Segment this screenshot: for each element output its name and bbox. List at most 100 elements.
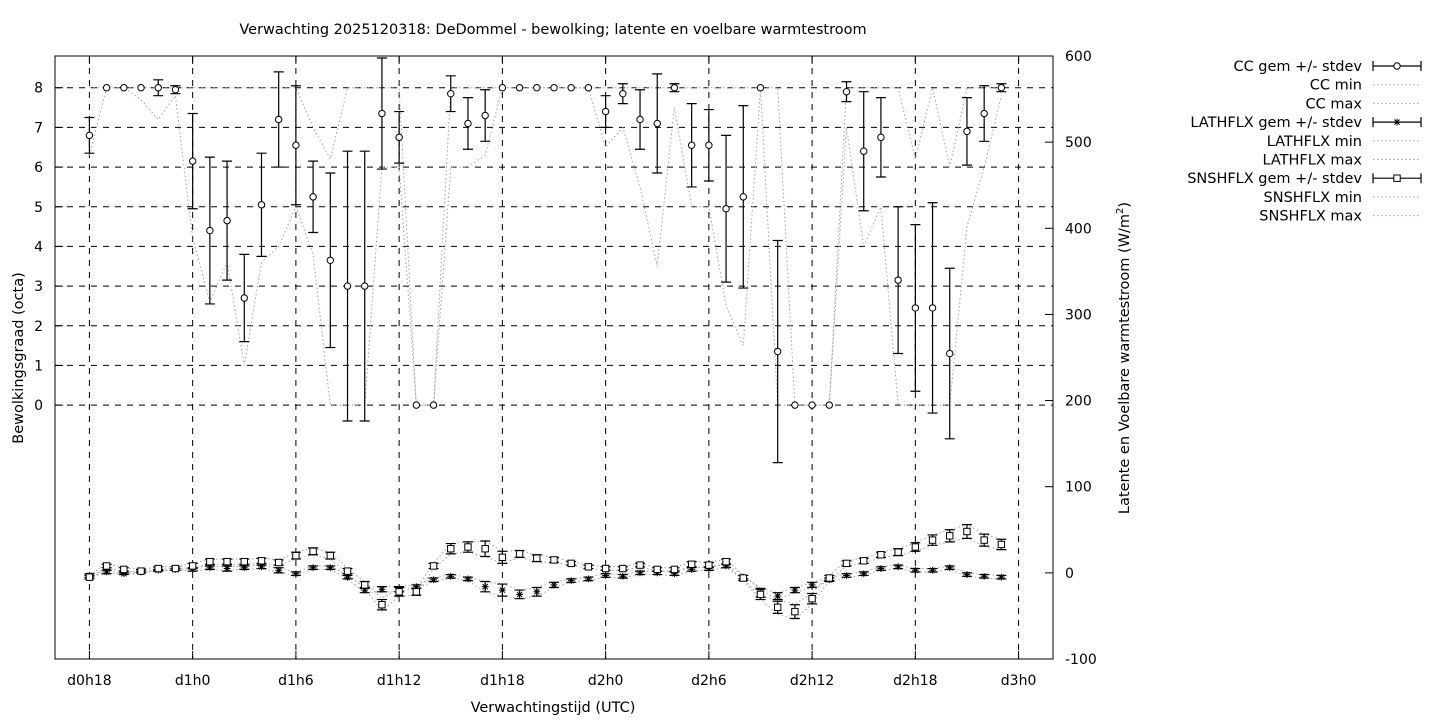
lathflx-data-point [412, 583, 420, 591]
snshflx-data-point [722, 557, 730, 566]
cc-data-point [343, 282, 352, 290]
x-tick-label: d2h0 [588, 673, 624, 689]
cc-data-point [464, 119, 472, 128]
cc-data-point [619, 89, 627, 98]
lathflx-data-point [550, 581, 558, 589]
y-axis-ticks: 0 1 2 3 4 5 6 7 8 [34, 81, 63, 414]
snshflx-data-point [791, 607, 799, 616]
cc-data-point [85, 131, 94, 140]
lathflx-data-point [309, 564, 317, 572]
legend-label: CC max [1306, 96, 1363, 112]
lathflx-data-point [791, 586, 799, 594]
cc-data-point [911, 304, 920, 312]
y-tick-label: 7 [34, 120, 43, 136]
snshflx-data-point [928, 536, 937, 544]
y2-tick-label: 400 [1065, 221, 1092, 237]
lathflx-data-point [671, 570, 678, 578]
cc-data-point [240, 294, 248, 302]
snshflx-data-point [498, 553, 507, 562]
grid-lines [55, 56, 1053, 659]
snshflx-data-point [447, 545, 455, 553]
cc-data-point [171, 86, 180, 94]
lathflx-data-point [275, 566, 283, 574]
lathflx-data-point [447, 572, 455, 580]
cc-data-point [447, 89, 455, 98]
lathflx-data-point [997, 573, 1005, 581]
y-tick-label: 0 [34, 398, 43, 414]
lathflx-data-point [963, 571, 971, 578]
snshflx-data-point [670, 565, 679, 574]
x-axis-ticks: d0h18 d1h0 d1h6 d1h12 d1h18 d2h0 d2h6 d2h12 d2h1… [67, 56, 1036, 689]
lathflx-data-point [688, 566, 696, 573]
snshflx-data-point [808, 595, 816, 603]
snshflx-data-point [963, 527, 971, 536]
y-tick-label: 8 [34, 81, 43, 97]
lathflx-data-point [120, 570, 128, 578]
legend-label: SNSHFLX max [1259, 209, 1362, 225]
cc-data-point [894, 276, 902, 284]
cc-data-point [756, 84, 765, 92]
cc-data-point [378, 109, 386, 118]
y2-tick-label: 100 [1065, 480, 1092, 496]
x-tick-label: d0h18 [67, 673, 111, 689]
snshflx-data-point [842, 559, 851, 568]
snshflx-data-point [85, 573, 94, 581]
lathflx-data-point [206, 564, 214, 572]
cc-data-point [791, 401, 799, 409]
y2-axis-label: Latente en Voelbare warmtestroom (W/m2) [1115, 202, 1133, 514]
snshflx-data-point [980, 536, 988, 544]
y2-axis-label-main: Latente en Voelbare warmtestroom (W/m [1117, 214, 1133, 514]
y-tick-label: 4 [34, 239, 43, 255]
y-tick-label: 6 [34, 160, 43, 176]
legend-swatch-marker [1393, 174, 1401, 182]
snshflx-data-point [257, 557, 266, 565]
legend-label: LATHFLX min [1267, 134, 1362, 150]
lathflx-data-point [567, 577, 575, 585]
snshflx-data-point [550, 556, 558, 564]
plot-frame [54, 55, 1054, 660]
lathflx-data-point [722, 562, 730, 570]
snshflx-data-point [292, 551, 300, 560]
snshflx-data-point [309, 547, 317, 556]
series-line-cc-max [89, 87, 1002, 406]
lathflx-data-point [860, 570, 868, 578]
lathflx-data-point [980, 572, 988, 580]
cc-data-point [946, 349, 954, 358]
cc-data-point [739, 193, 747, 201]
lathflx-data-point [929, 566, 936, 574]
cc-data-point [928, 304, 937, 312]
snshflx-data-point [773, 603, 782, 612]
snshflx-data-point [687, 560, 696, 568]
cc-data-point [963, 127, 971, 136]
lathflx-data-point [636, 569, 644, 577]
lathflx-data-point [619, 572, 627, 580]
lathflx-data-point [602, 572, 610, 579]
snshflx-data-point [464, 543, 472, 551]
y2-tick-label: 600 [1065, 49, 1092, 65]
cc-data-point [515, 84, 524, 92]
cc-data-point [188, 157, 197, 165]
y2-tick-label: 0 [1065, 566, 1074, 582]
snshflx-data-point [137, 567, 145, 575]
y2-axis-label-end: ) [1117, 202, 1133, 208]
cc-data-point [842, 88, 851, 96]
lathflx-data-point [258, 563, 265, 571]
snshflx-data-point [481, 545, 489, 553]
snshflx-data-point [154, 564, 162, 573]
x-axis-label: Verwachtingstijd (UTC) [471, 700, 636, 716]
y-tick-label: 2 [34, 319, 43, 335]
lathflx-data-point [378, 585, 386, 593]
cc-data-point [653, 119, 661, 128]
y2-axis-label-sup: 2 [1115, 208, 1126, 214]
y2-axis-ticks: -100 0 100 200 300 400 500 600 [1045, 49, 1097, 668]
x-tick-label: d1h18 [480, 673, 524, 689]
cc-data-point [481, 111, 489, 120]
legend-swatch-marker [1393, 118, 1401, 126]
snshflx-data-point [739, 574, 747, 582]
lathflx-data-point [481, 583, 489, 591]
x-tick-label: d1h0 [175, 673, 211, 689]
snshflx-data-point [636, 561, 644, 569]
snshflx-data-point [274, 558, 283, 567]
snshflx-data-point [825, 574, 834, 582]
cc-data-point [601, 107, 610, 116]
